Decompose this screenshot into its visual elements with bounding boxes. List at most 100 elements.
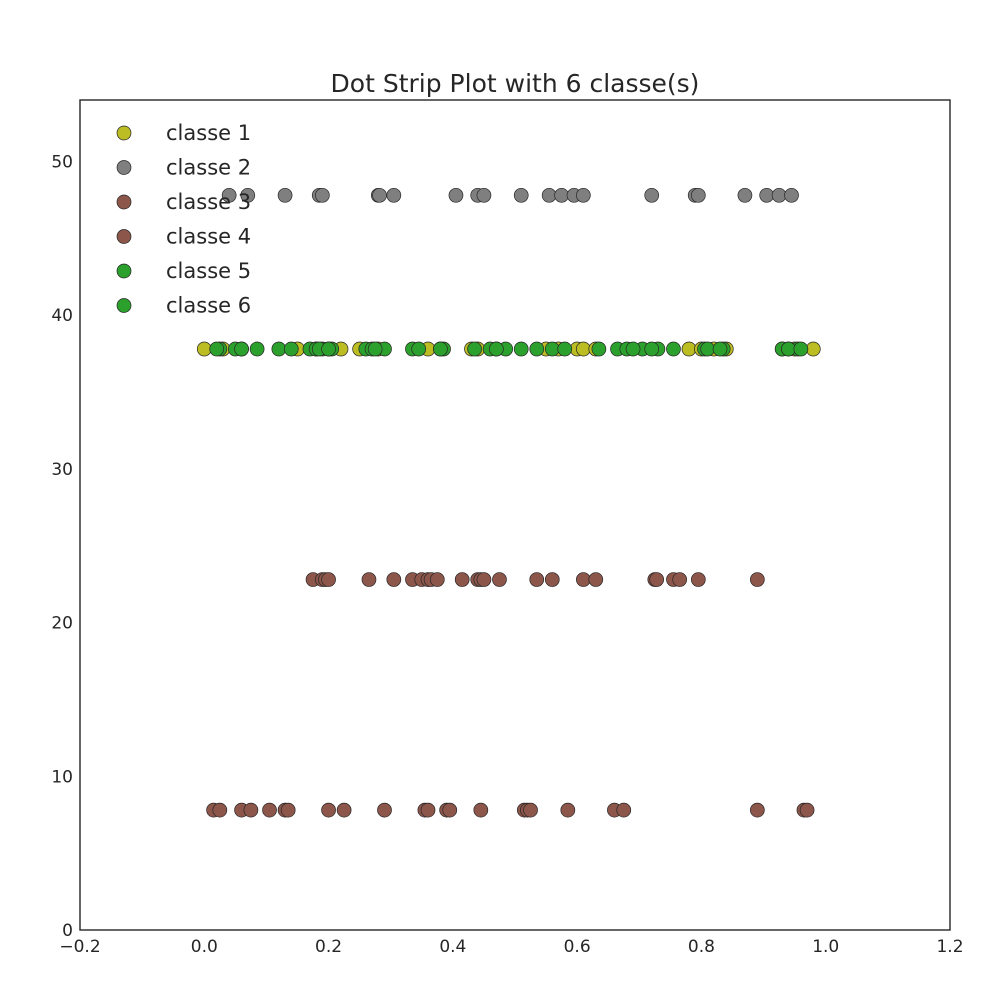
data-point [336, 802, 352, 818]
plot-area-frame [79, 99, 951, 931]
x-tick-label: 0.2 [315, 937, 342, 957]
data-point [523, 802, 538, 818]
y-tick-label: 40 [51, 306, 73, 326]
data-point [576, 341, 591, 357]
data-point [448, 187, 464, 203]
data-point [280, 802, 296, 818]
legend-marker [116, 160, 132, 175]
data-point [737, 187, 753, 203]
data-point [361, 572, 377, 587]
y-tick-label: 50 [51, 152, 73, 172]
x-tick-label: 0.4 [439, 937, 466, 957]
data-point [690, 187, 706, 203]
x-axis-ticks: −0.2 0.0 0.2 0.4 0.6 0.8 1.0 1.2 [59, 937, 963, 957]
legend-marker [116, 298, 132, 313]
data-point [367, 341, 383, 357]
legend-marker [116, 194, 132, 210]
data-point [666, 341, 681, 357]
data-point [805, 341, 821, 357]
data-point [544, 341, 560, 357]
legend: classe 1 classe 2 classe 3 classe 4 classe 5… [116, 121, 251, 318]
data-point [467, 341, 482, 357]
data-point [700, 341, 715, 357]
data-point [372, 187, 387, 203]
plot-points [196, 187, 821, 818]
data-point [433, 341, 448, 357]
legend-label: classe 5 [166, 259, 251, 283]
data-point [386, 572, 402, 587]
data-point [476, 572, 492, 587]
y-tick-label: 0 [62, 921, 73, 941]
data-point [420, 802, 436, 818]
data-point [492, 572, 507, 587]
data-point [429, 572, 445, 587]
data-point [690, 572, 706, 587]
legend-marker [116, 263, 132, 279]
data-point [799, 802, 815, 818]
data-point [771, 187, 787, 203]
data-point [576, 572, 591, 587]
data-point [489, 341, 504, 357]
data-point [277, 187, 293, 203]
data-point [750, 572, 765, 587]
data-point [576, 187, 591, 203]
data-point [554, 187, 569, 203]
data-point [649, 572, 665, 587]
data-point [283, 341, 299, 357]
series-2-points [221, 187, 799, 203]
data-point [209, 341, 225, 357]
data-point [262, 802, 277, 818]
data-point [544, 572, 560, 587]
data-point [321, 802, 336, 818]
legend-label: classe 3 [166, 190, 251, 214]
data-point [625, 341, 641, 357]
data-point [616, 802, 632, 818]
data-point [513, 341, 529, 357]
data-point [315, 187, 330, 203]
data-point [411, 341, 427, 357]
data-point [529, 341, 545, 357]
data-point [681, 341, 697, 357]
data-point [591, 341, 607, 357]
data-point [240, 187, 256, 203]
data-point [793, 341, 809, 357]
x-tick-label: −0.2 [59, 937, 100, 957]
data-point [221, 187, 237, 203]
data-point [196, 341, 212, 357]
data-point [560, 802, 576, 818]
data-point [712, 341, 728, 357]
data-point [249, 341, 265, 357]
data-point [750, 802, 765, 818]
y-axis-ticks: 0 10 20 30 40 50 [51, 152, 73, 941]
data-point [234, 341, 249, 357]
y-tick-label: 30 [51, 460, 73, 480]
data-point [529, 572, 545, 587]
x-tick-label: 1.2 [936, 937, 963, 957]
data-point [476, 187, 492, 203]
data-point [513, 187, 529, 203]
data-point [672, 572, 688, 587]
data-point [243, 802, 259, 818]
data-point [212, 802, 228, 818]
data-point [271, 341, 287, 357]
legend-label: classe 4 [166, 225, 251, 249]
data-point [557, 341, 573, 357]
series-6-points [209, 341, 809, 357]
data-point [454, 572, 470, 587]
x-tick-label: 1.0 [812, 937, 839, 957]
legend-marker [116, 125, 132, 141]
data-point [781, 341, 796, 357]
data-point [321, 341, 336, 357]
data-point [321, 572, 336, 587]
y-tick-label: 10 [51, 767, 73, 787]
data-point [644, 341, 660, 357]
data-point [386, 187, 402, 203]
x-tick-label: 0.6 [564, 937, 591, 957]
data-point [541, 187, 557, 203]
data-point [377, 802, 392, 818]
y-tick-label: 20 [51, 614, 73, 634]
series-4-points [206, 802, 815, 818]
data-point [784, 187, 799, 203]
